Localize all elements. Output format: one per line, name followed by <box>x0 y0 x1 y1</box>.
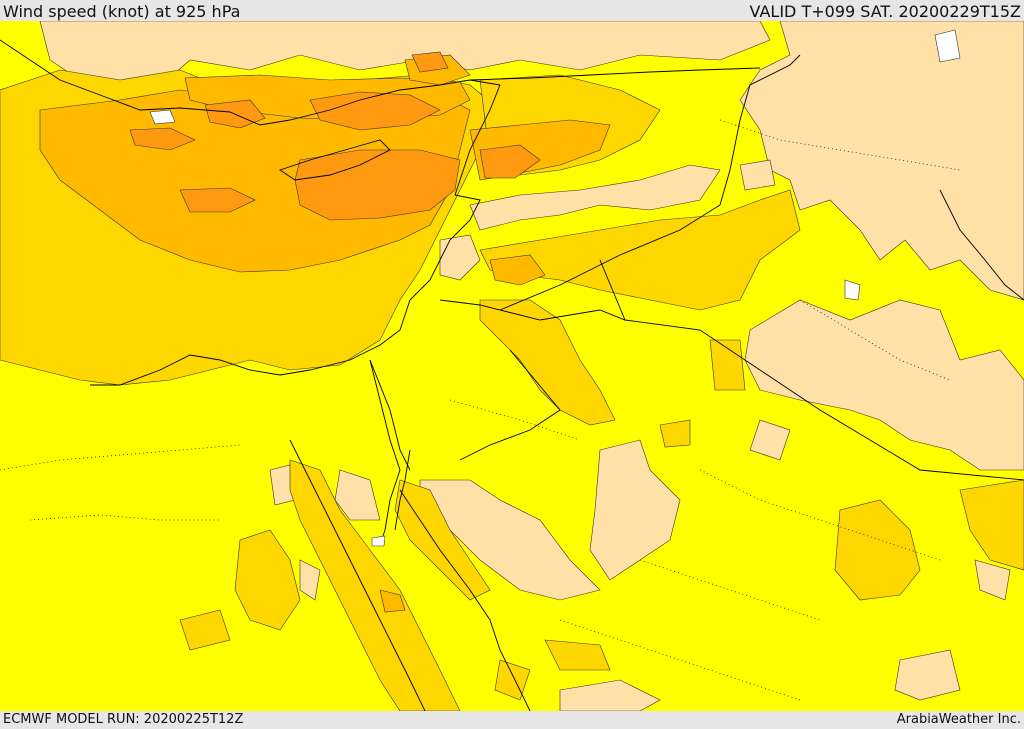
coastlines-and-borders <box>0 39 1024 711</box>
map-header: Wind speed (knot) at 925 hPa VALID T+099… <box>0 0 1024 21</box>
credit: ArabiaWeather Inc. <box>896 712 1021 727</box>
model-run: ECMWF MODEL RUN: 20200225T12Z <box>3 712 244 727</box>
map-footer: ECMWF MODEL RUN: 20200225T12Z ArabiaWeat… <box>0 711 1024 729</box>
province-boundaries <box>0 119 961 701</box>
valid-time: VALID T+099 SAT. 20200229T15Z <box>749 2 1021 21</box>
map-title: Wind speed (knot) at 925 hPa <box>3 2 241 21</box>
very-calm-spots <box>149 29 961 547</box>
wind-speed-map <box>0 21 1024 711</box>
